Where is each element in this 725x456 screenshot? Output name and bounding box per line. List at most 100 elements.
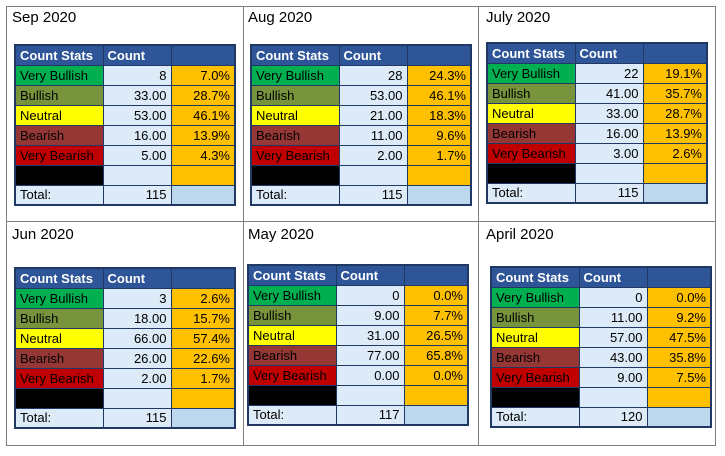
table-row: Neutral 33.00 28.7% (486, 102, 708, 124)
percent-value: 0.0% (403, 364, 469, 386)
header-count: Count (102, 44, 172, 66)
table-row: Very Bearish 3.00 2.6% (486, 142, 708, 164)
sentiment-label: Bearish (250, 124, 340, 146)
percent-value: 1.7% (406, 144, 472, 166)
percent-value: 26.5% (403, 324, 469, 346)
total-row: Total: 115 (14, 407, 236, 429)
separator-cell (170, 387, 236, 409)
table-row: Neutral 21.00 18.3% (250, 104, 472, 126)
header-count-stats: Count Stats (490, 266, 580, 288)
count-value: 0 (578, 286, 648, 308)
sentiment-label: Neutral (14, 327, 104, 349)
sentiment-label: Bearish (247, 344, 337, 366)
total-label: Total: (486, 182, 576, 204)
header-count-stats: Count Stats (14, 267, 104, 289)
panel-title: July 2020 (486, 9, 551, 26)
total-label: Total: (490, 406, 580, 428)
count-value: 5.00 (102, 144, 172, 166)
divider-vertical-1 (243, 6, 244, 446)
panel-title: Sep 2020 (12, 9, 77, 26)
total-row: Total: 117 (247, 404, 469, 426)
count-value: 33.00 (102, 84, 172, 106)
header-count-stats: Count Stats (247, 264, 337, 286)
header-count: Count (578, 266, 648, 288)
count-value: 33.00 (574, 102, 644, 124)
total-value: 115 (102, 407, 172, 429)
count-stats-table: Count Stats Count Very Bullish 0 0.0% Bullish… (490, 266, 712, 428)
header-percent (642, 42, 708, 64)
table-header-row: Count Stats Count (247, 264, 469, 286)
separator-cell (578, 386, 648, 408)
table-row: Very Bullish 0 0.0% (490, 286, 712, 308)
count-value: 3 (102, 287, 172, 309)
count-value: 9.00 (335, 304, 405, 326)
percent-value: 7.5% (646, 366, 712, 388)
header-count-stats: Count Stats (14, 44, 104, 66)
table-row: Bullish 18.00 15.7% (14, 307, 236, 329)
table-header-row: Count Stats Count (486, 42, 708, 64)
count-value: 8 (102, 64, 172, 86)
sentiment-label: Neutral (490, 326, 580, 348)
separator-cell (403, 384, 469, 406)
table-header-row: Count Stats Count (250, 44, 472, 66)
header-percent (170, 44, 236, 66)
sentiment-label: Very Bullish (250, 64, 340, 86)
separator-row (486, 162, 708, 184)
separator-cell (490, 386, 580, 408)
separator-row (247, 384, 469, 406)
sentiment-label: Very Bullish (247, 284, 337, 306)
total-label: Total: (14, 407, 104, 429)
table-row: Bearish 26.00 22.6% (14, 347, 236, 369)
table-row: Very Bearish 2.00 1.7% (14, 367, 236, 389)
separator-cell (14, 387, 104, 409)
count-value: 16.00 (574, 122, 644, 144)
sentiment-label: Bullish (490, 306, 580, 328)
count-value: 2.00 (338, 144, 408, 166)
header-percent (646, 266, 712, 288)
header-count: Count (335, 264, 405, 286)
count-stats-table: Count Stats Count Very Bullish 22 19.1% Bulli… (486, 42, 708, 204)
percent-value: 28.7% (642, 102, 708, 124)
table-row: Very Bearish 9.00 7.5% (490, 366, 712, 388)
header-percent (403, 264, 469, 286)
percent-value: 35.8% (646, 346, 712, 368)
grid-frame (6, 6, 716, 446)
percent-value: 0.0% (646, 286, 712, 308)
table-row: Bearish 43.00 35.8% (490, 346, 712, 368)
separator-cell (102, 164, 172, 186)
percent-value: 7.7% (403, 304, 469, 326)
separator-cell (574, 162, 644, 184)
total-value: 115 (102, 184, 172, 206)
sentiment-label: Bullish (14, 307, 104, 329)
divider-horizontal (6, 221, 716, 222)
table-row: Bullish 41.00 35.7% (486, 82, 708, 104)
count-value: 22 (574, 62, 644, 84)
count-value: 28 (338, 64, 408, 86)
percent-value: 1.7% (170, 367, 236, 389)
sentiment-label: Very Bearish (14, 144, 104, 166)
sentiment-label: Bullish (250, 84, 340, 106)
separator-cell (170, 164, 236, 186)
sentiment-label: Bullish (14, 84, 104, 106)
total-value: 115 (338, 184, 408, 206)
header-count: Count (338, 44, 408, 66)
total-value: 120 (578, 406, 648, 428)
total-value: 115 (574, 182, 644, 204)
separator-row (14, 387, 236, 409)
sentiment-label: Neutral (486, 102, 576, 124)
table-row: Bullish 11.00 9.2% (490, 306, 712, 328)
sentiment-label: Very Bearish (250, 144, 340, 166)
count-stats-table: Count Stats Count Very Bullish 8 7.0% Bullish… (14, 44, 236, 206)
total-value: 117 (335, 404, 405, 426)
table-row: Very Bearish 5.00 4.3% (14, 144, 236, 166)
percent-value: 24.3% (406, 64, 472, 86)
sentiment-label: Very Bearish (247, 364, 337, 386)
percent-value: 28.7% (170, 84, 236, 106)
percent-value: 4.3% (170, 144, 236, 166)
percent-value: 65.8% (403, 344, 469, 366)
percent-value: 19.1% (642, 62, 708, 84)
table-row: Bullish 9.00 7.7% (247, 304, 469, 326)
sentiment-label: Very Bearish (486, 142, 576, 164)
count-stats-table: Count Stats Count Very Bullish 28 24.3% Bulli… (250, 44, 472, 206)
header-count: Count (102, 267, 172, 289)
